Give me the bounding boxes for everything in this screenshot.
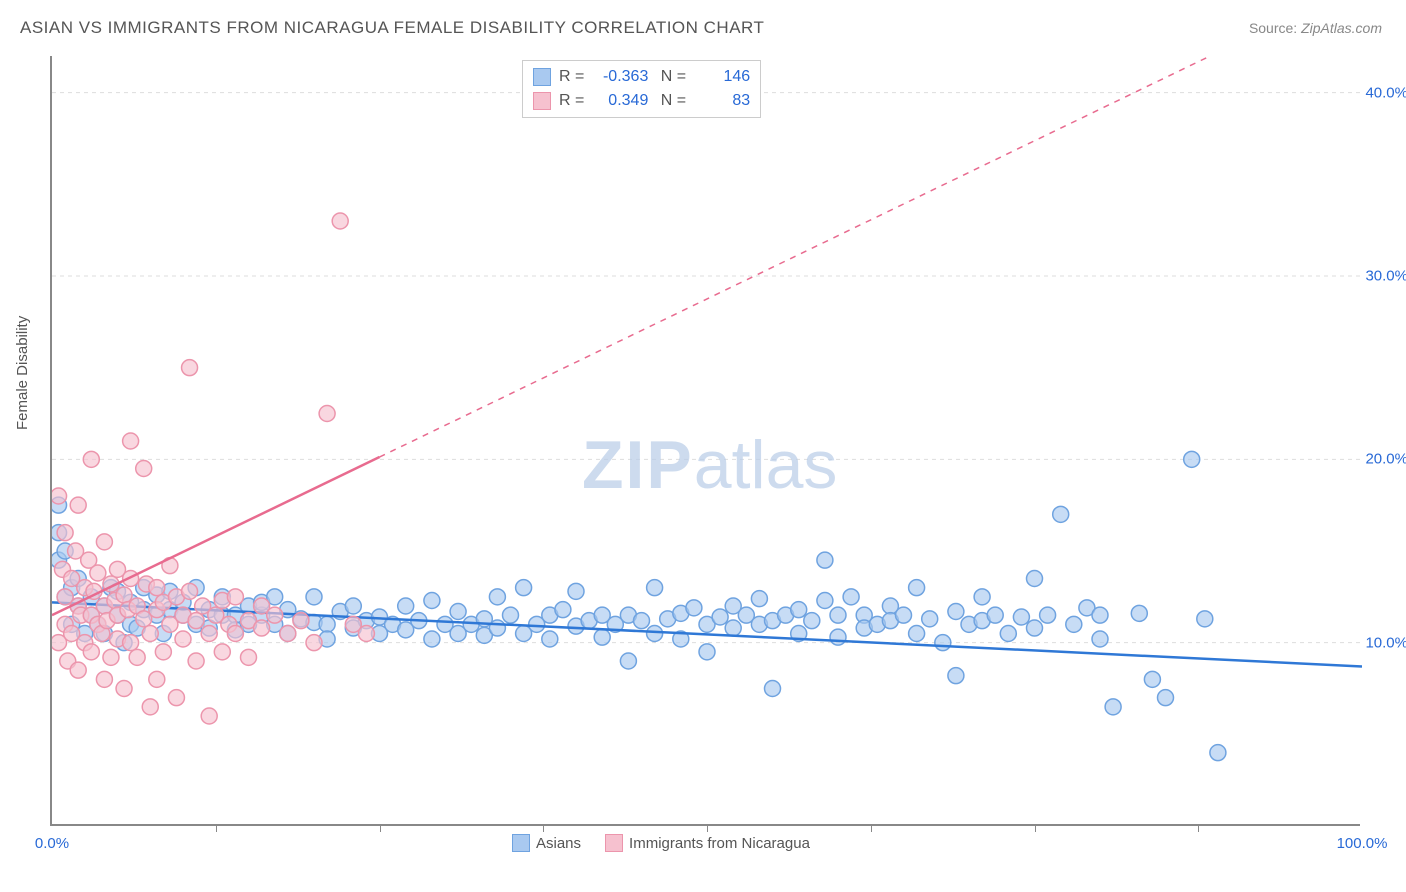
stats-r-val-1: 0.349 xyxy=(592,89,648,113)
x-tick xyxy=(380,824,381,832)
x-tick xyxy=(216,824,217,832)
y-tick-label: 20.0% xyxy=(1365,451,1406,468)
source-credit: Source: ZipAtlas.com xyxy=(1249,20,1382,36)
stats-swatch-1 xyxy=(533,92,551,110)
legend-label-0: Asians xyxy=(536,835,581,852)
source-label: Source: xyxy=(1249,20,1297,36)
x-tick-label: 0.0% xyxy=(35,835,69,852)
x-tick xyxy=(1198,824,1199,832)
stats-n-val-1: 83 xyxy=(694,89,750,113)
plot-area: ZIPatlas R = -0.363 N = 146 R = 0.349 N … xyxy=(50,56,1360,826)
stats-n-label-1: N = xyxy=(656,89,686,113)
stats-r-label-1: R = xyxy=(559,89,584,113)
stats-r-val-0: -0.363 xyxy=(592,65,648,89)
stats-swatch-0 xyxy=(533,68,551,86)
x-tick-label: 100.0% xyxy=(1337,835,1388,852)
stats-row-1: R = 0.349 N = 83 xyxy=(533,89,750,113)
stats-n-val-0: 146 xyxy=(694,65,750,89)
y-tick-label: 30.0% xyxy=(1365,268,1406,285)
stats-r-label-0: R = xyxy=(559,65,584,89)
y-tick-label: 40.0% xyxy=(1365,84,1406,101)
legend-swatch-1 xyxy=(605,834,623,852)
stats-n-label-0: N = xyxy=(656,65,686,89)
x-tick xyxy=(871,824,872,832)
x-tick xyxy=(1035,824,1036,832)
legend-item-1: Immigrants from Nicaragua xyxy=(605,834,810,852)
legend-item-0: Asians xyxy=(512,834,581,852)
legend-swatch-0 xyxy=(512,834,530,852)
source-value: ZipAtlas.com xyxy=(1301,20,1382,36)
stats-row-0: R = -0.363 N = 146 xyxy=(533,65,750,89)
legend-label-1: Immigrants from Nicaragua xyxy=(629,835,810,852)
chart-title: ASIAN VS IMMIGRANTS FROM NICARAGUA FEMAL… xyxy=(20,18,764,38)
x-tick xyxy=(707,824,708,832)
chart-svg xyxy=(52,56,1362,826)
y-axis-label: Female Disability xyxy=(14,316,31,430)
y-tick-label: 10.0% xyxy=(1365,634,1406,651)
stats-box: R = -0.363 N = 146 R = 0.349 N = 83 xyxy=(522,60,761,118)
x-tick xyxy=(543,824,544,832)
legend: Asians Immigrants from Nicaragua xyxy=(512,834,810,852)
